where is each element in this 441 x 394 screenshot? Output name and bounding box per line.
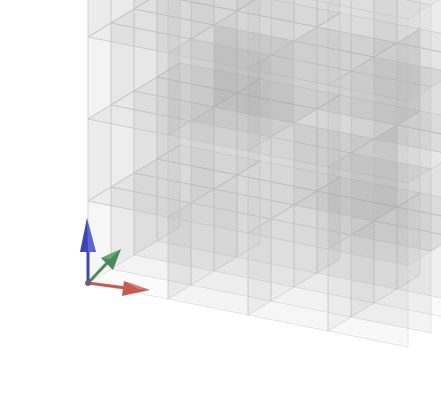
voxel-front-face — [247, 232, 329, 332]
voxel-dense-face — [373, 56, 441, 153]
voxel-front-face — [167, 0, 249, 70]
voxel-side-face — [213, 0, 238, 26]
voxel-side-face — [167, 0, 192, 54]
voxel-dense-face — [350, 152, 432, 252]
z-axis-arrow — [80, 218, 96, 283]
voxel-front-face — [87, 118, 169, 218]
voxel-side-face — [316, 0, 341, 28]
x-axis-arrow — [87, 281, 150, 296]
voxel-dense-face — [396, 28, 421, 126]
green-arrow-icon — [101, 249, 121, 270]
voxel-front-face — [167, 216, 249, 316]
voxel-top-face — [403, 0, 440, 6]
voxel-dense-face — [430, 162, 441, 252]
voxel-front-face — [327, 248, 409, 348]
voxel-side-face — [110, 0, 135, 24]
red-arrow-icon — [122, 281, 150, 296]
voxel-front-face — [87, 36, 169, 136]
voxel-front-face — [327, 2, 409, 102]
voxel-side-face — [87, 0, 112, 38]
y-axis-arrow — [86, 249, 121, 285]
voxel-side-face — [236, 0, 256, 12]
voxel-dense-face — [293, 26, 318, 124]
voxel-front-face — [87, 0, 169, 54]
axes-gizmo — [80, 218, 150, 296]
voxel-side-face — [133, 0, 150, 10]
voxel-side-face — [190, 0, 215, 40]
voxel-dense-face — [190, 38, 272, 138]
voxel-front-face — [167, 134, 249, 234]
voxel-cubes — [86, 0, 441, 348]
voxel-dense-face — [270, 40, 295, 138]
